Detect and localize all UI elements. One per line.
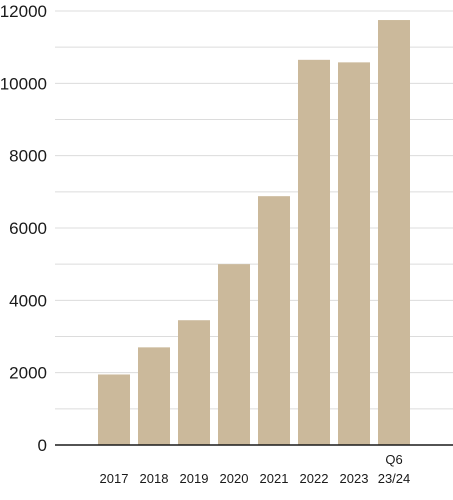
y-tick-label: 4000 (9, 291, 47, 310)
bar (338, 62, 370, 446)
y-tick-labels: 0 2000 4000 6000 8000 10000 12000 (0, 2, 47, 455)
bar (138, 347, 170, 445)
bar (378, 20, 410, 446)
bar (98, 374, 130, 445)
y-tick-label: 12000 (0, 2, 47, 21)
x-tick-label: 2021 (260, 471, 289, 486)
x-tick-label: 2019 (180, 471, 209, 486)
x-tick-label: 2017 (100, 471, 129, 486)
x-tick-label: 2022 (300, 471, 329, 486)
x-tick-label-line: 2021 (260, 471, 289, 486)
bar (218, 264, 250, 445)
x-tick-label-line: 2019 (180, 471, 209, 486)
y-tick-label: 0 (38, 436, 47, 455)
x-tick-label-line: 23/24 (378, 471, 411, 486)
y-tick-label: 8000 (9, 147, 47, 166)
x-tick-label: 2023 (340, 471, 369, 486)
x-tick-label: 2018 (140, 471, 169, 486)
bar (178, 320, 210, 445)
x-tick-labels: 2017 2018 2019 2020 2021 2022 2023 Q6 23/24 (100, 452, 411, 486)
x-tick-label-line: 2018 (140, 471, 169, 486)
x-tick-label: Q6 23/24 (378, 452, 411, 486)
x-tick-label-line: 2020 (220, 471, 249, 486)
x-tick-label-line: 2023 (340, 471, 369, 486)
bar (298, 59, 330, 445)
x-tick-label-line: Q6 (385, 452, 402, 467)
bars (98, 20, 410, 446)
y-tick-label: 6000 (9, 219, 47, 238)
x-tick-label-line: 2022 (300, 471, 329, 486)
bar (258, 196, 290, 445)
y-tick-label: 10000 (0, 74, 47, 93)
x-tick-label: 2020 (220, 471, 249, 486)
y-tick-label: 2000 (9, 364, 47, 383)
x-tick-label-line: 2017 (100, 471, 129, 486)
